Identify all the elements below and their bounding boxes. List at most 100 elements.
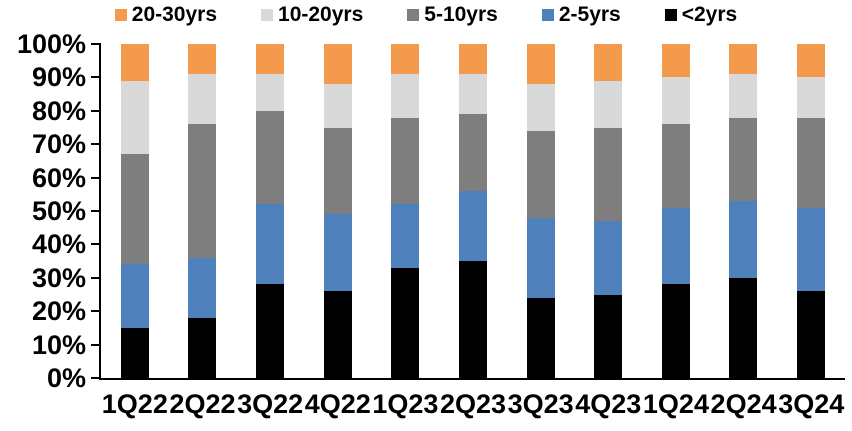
bar-1q24 (662, 44, 690, 378)
x-axis-line (99, 378, 845, 380)
bar-segment-5-10yrs (662, 124, 690, 208)
bar-segment-10-20yrs (594, 81, 622, 128)
legend-item-5-10yrs: 5-10yrs (407, 3, 498, 27)
bar-segment-2-5yrs (188, 258, 216, 318)
bar-segment-2-5yrs (324, 214, 352, 291)
legend-label: 10-20yrs (278, 3, 363, 27)
y-tick-label: 70% (0, 129, 86, 159)
bar-segment-10-20yrs (324, 84, 352, 127)
maturity-distribution-stacked-bar-chart: 20-30yrs10-20yrs5-10yrs2-5yrs<2yrs 0%10%… (0, 0, 852, 431)
legend-label: 2-5yrs (559, 3, 621, 27)
legend-swatch-icon (665, 9, 677, 21)
y-tick-label: 90% (0, 62, 86, 92)
y-tick-label: 0% (0, 363, 86, 393)
x-axis-labels: 1Q222Q223Q224Q221Q232Q233Q234Q231Q242Q24… (101, 389, 845, 419)
bar-segment-2-5yrs (391, 204, 419, 267)
legend-swatch-icon (115, 9, 127, 21)
y-axis-tick (91, 210, 99, 212)
bar-segment-2-5yrs (121, 264, 149, 327)
y-axis-tick (91, 310, 99, 312)
bar-segment-20-30yrs (594, 44, 622, 81)
y-tick-label: 20% (0, 296, 86, 326)
bar-segment-5-10yrs (391, 118, 419, 205)
legend-label: 5-10yrs (424, 3, 498, 27)
x-tick-label: 1Q22 (101, 389, 169, 419)
chart-legend: 20-30yrs 10-20yrs 5-10yrs 2-5yrs <2yrs (0, 3, 852, 27)
y-tick-label: 30% (0, 263, 86, 293)
bar-segment-10-20yrs (256, 74, 284, 111)
bar-segment-2-5yrs (797, 208, 825, 292)
legend-label: <2yrs (682, 3, 737, 27)
bar-segment-2-5yrs (256, 204, 284, 284)
bar-segment-10-20yrs (121, 81, 149, 154)
bar-segment-2-5yrs (729, 201, 757, 278)
bar-segment-20-30yrs (256, 44, 284, 74)
bar-3q24 (797, 44, 825, 378)
x-tick-label: 4Q23 (574, 389, 642, 419)
bar-segment-20-30yrs (121, 44, 149, 81)
bar-segment-20-30yrs (188, 44, 216, 74)
bar-segment-20-30yrs (324, 44, 352, 84)
legend-swatch-icon (542, 9, 554, 21)
bar-segment-20-30yrs (729, 44, 757, 74)
bar-segment-10-20yrs (459, 74, 487, 114)
bar-segment--2yrs (391, 268, 419, 378)
bar-segment-2-5yrs (527, 218, 555, 298)
x-tick-label: 1Q23 (372, 389, 440, 419)
bar-segment--2yrs (121, 328, 149, 378)
bar-4q23 (594, 44, 622, 378)
bar-segment--2yrs (662, 284, 690, 378)
bar-segment-5-10yrs (256, 111, 284, 205)
bar-segment-5-10yrs (527, 131, 555, 218)
y-tick-label: 80% (0, 96, 86, 126)
bar-segment-10-20yrs (188, 74, 216, 124)
bar-segment--2yrs (188, 318, 216, 378)
x-tick-label: 2Q23 (439, 389, 507, 419)
bar-segment-20-30yrs (797, 44, 825, 77)
bar-segment-20-30yrs (391, 44, 419, 74)
legend-item-20-30yrs: 20-30yrs (115, 3, 217, 27)
bar-segment-20-30yrs (662, 44, 690, 77)
bar-segment-10-20yrs (797, 77, 825, 117)
bar-segment-5-10yrs (729, 118, 757, 202)
bar-segment--2yrs (594, 295, 622, 379)
y-tick-label: 50% (0, 196, 86, 226)
bar-2q23 (459, 44, 487, 378)
y-axis-tick (91, 76, 99, 78)
bar-3q22 (256, 44, 284, 378)
bar-2q24 (729, 44, 757, 378)
legend-item-10-20yrs: 10-20yrs (261, 3, 363, 27)
y-axis-tick (91, 277, 99, 279)
x-tick-label: 3Q22 (236, 389, 304, 419)
bar-segment-2-5yrs (459, 191, 487, 261)
bar-segment-5-10yrs (121, 154, 149, 264)
bar-segment--2yrs (797, 291, 825, 378)
bar-3q23 (527, 44, 555, 378)
bar-1q23 (391, 44, 419, 378)
bar-segment-5-10yrs (594, 128, 622, 222)
x-tick-label: 3Q23 (507, 389, 575, 419)
bar-segment-2-5yrs (662, 208, 690, 285)
bar-segment--2yrs (729, 278, 757, 378)
bar-segment--2yrs (324, 291, 352, 378)
legend-item--2yrs: <2yrs (665, 3, 737, 27)
bar-segment--2yrs (527, 298, 555, 378)
bar-segment--2yrs (256, 284, 284, 378)
x-tick-label: 2Q22 (169, 389, 237, 419)
y-tick-label: 40% (0, 229, 86, 259)
bar-segment-10-20yrs (391, 74, 419, 117)
bar-1q22 (121, 44, 149, 378)
bar-segment-10-20yrs (729, 74, 757, 117)
legend-label: 20-30yrs (132, 3, 217, 27)
x-tick-label: 1Q24 (642, 389, 710, 419)
y-tick-label: 100% (0, 29, 86, 59)
legend-swatch-icon (261, 9, 273, 21)
y-axis-tick (91, 344, 99, 346)
bar-segment-20-30yrs (527, 44, 555, 84)
bar-2q22 (188, 44, 216, 378)
bar-segment-2-5yrs (594, 221, 622, 294)
x-tick-label: 4Q22 (304, 389, 372, 419)
x-tick-label: 2Q24 (710, 389, 778, 419)
plot-area (101, 44, 845, 378)
x-tick-label: 3Q24 (777, 389, 845, 419)
